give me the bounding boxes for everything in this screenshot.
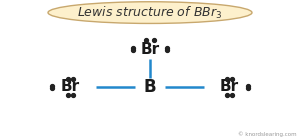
Text: © knordslearing.com: © knordslearing.com (238, 132, 297, 137)
Text: B: B (144, 78, 156, 96)
Text: Br: Br (140, 41, 160, 57)
Text: Br: Br (61, 79, 80, 94)
Text: Br: Br (220, 79, 239, 94)
Text: $\it{Lewis\ structure\ of\ BBr_3}$: $\it{Lewis\ structure\ of\ BBr_3}$ (77, 4, 223, 21)
Ellipse shape (48, 2, 252, 23)
